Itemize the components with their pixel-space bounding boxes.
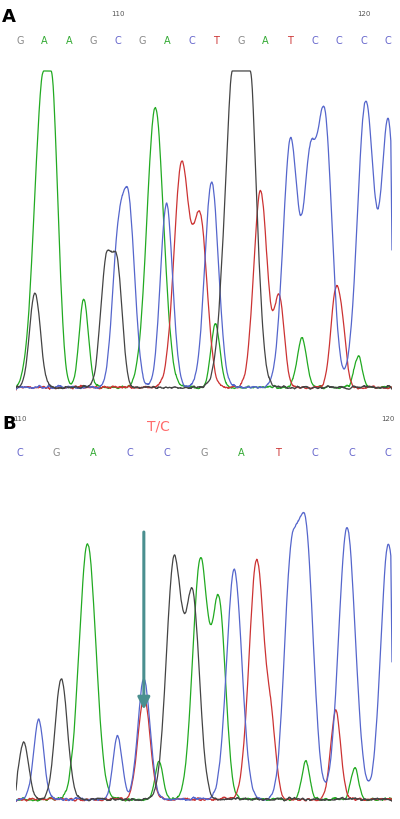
Text: C: C <box>360 37 367 47</box>
Text: 120: 120 <box>357 11 370 17</box>
Text: 120: 120 <box>382 416 395 422</box>
Text: C: C <box>188 37 195 47</box>
Text: G: G <box>139 37 146 47</box>
Text: T: T <box>275 447 281 458</box>
Text: G: G <box>90 37 97 47</box>
Text: A: A <box>66 37 72 47</box>
Text: B: B <box>2 415 16 433</box>
Text: G: G <box>16 37 24 47</box>
Text: T/C: T/C <box>148 420 170 434</box>
Text: 110: 110 <box>111 11 125 17</box>
Text: C: C <box>336 37 342 47</box>
Text: G: G <box>237 37 244 47</box>
Text: 110: 110 <box>13 416 26 422</box>
Text: T: T <box>287 37 293 47</box>
Text: G: G <box>53 447 60 458</box>
Text: A: A <box>2 8 16 26</box>
Text: C: C <box>385 447 392 458</box>
Text: C: C <box>311 447 318 458</box>
Text: C: C <box>127 447 134 458</box>
Text: A: A <box>90 447 97 458</box>
Text: C: C <box>115 37 121 47</box>
Text: G: G <box>200 447 208 458</box>
Text: C: C <box>164 447 170 458</box>
Text: C: C <box>348 447 355 458</box>
Text: A: A <box>238 447 244 458</box>
Text: A: A <box>164 37 170 47</box>
Text: C: C <box>16 447 23 458</box>
Text: A: A <box>262 37 269 47</box>
Text: C: C <box>385 37 392 47</box>
Text: A: A <box>41 37 48 47</box>
Text: C: C <box>311 37 318 47</box>
Text: T: T <box>213 37 219 47</box>
